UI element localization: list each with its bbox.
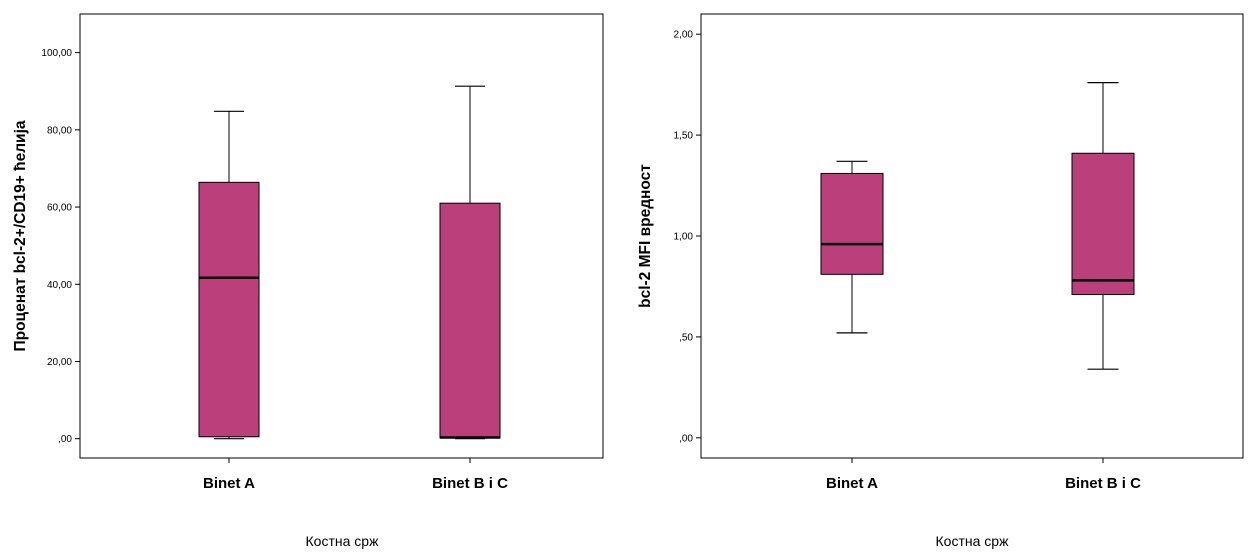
x-category-label: Binet B i C <box>432 475 508 492</box>
x-categories: Binet A Binet B i C <box>203 458 508 492</box>
box-iqr <box>198 181 260 438</box>
x-category-label: Binet B i C <box>1065 475 1141 492</box>
y-tick-label: 80,00 <box>47 125 72 136</box>
plot-frame <box>79 13 604 459</box>
y-ticks: ,00 20,00 40,00 60,00 80,00 100,00 <box>41 48 80 445</box>
y-tick-label: ,50 <box>679 332 693 343</box>
box-iqr <box>1071 152 1135 296</box>
x-categories: Binet A Binet B i C <box>826 458 1141 492</box>
plot-frame <box>700 13 1244 459</box>
y-axis-label: bcl-2 MFI вредност <box>637 164 654 308</box>
x-category-label: Binet A <box>203 475 255 492</box>
boxes <box>198 85 501 440</box>
box-iqr <box>439 202 501 439</box>
y-tick-label: 40,00 <box>47 280 72 291</box>
y-tick-label: ,00 <box>58 434 72 445</box>
chart-bcl2-mfi: ,00 ,50 1,00 1,50 2,00 Binet A Binet B i C bc… <box>637 13 1244 549</box>
y-tick-label: 20,00 <box>47 357 72 368</box>
box-iqr <box>820 172 884 275</box>
x-axis-label: Костна срж <box>306 533 380 549</box>
x-category-label: Binet A <box>826 475 878 492</box>
y-axis-label: Проценат bcl-2+/CD19+ ћелија <box>12 120 29 351</box>
y-tick-label: 100,00 <box>41 48 72 59</box>
boxes <box>820 82 1135 370</box>
y-tick-label: 2,00 <box>674 30 694 41</box>
y-ticks: ,00 ,50 1,00 1,50 2,00 <box>674 30 701 444</box>
x-axis-label: Костна срж <box>936 533 1010 549</box>
y-tick-label: 1,00 <box>674 232 694 243</box>
y-tick-label: 1,50 <box>674 131 694 142</box>
y-tick-label: ,00 <box>679 433 693 444</box>
y-tick-label: 60,00 <box>47 203 72 214</box>
